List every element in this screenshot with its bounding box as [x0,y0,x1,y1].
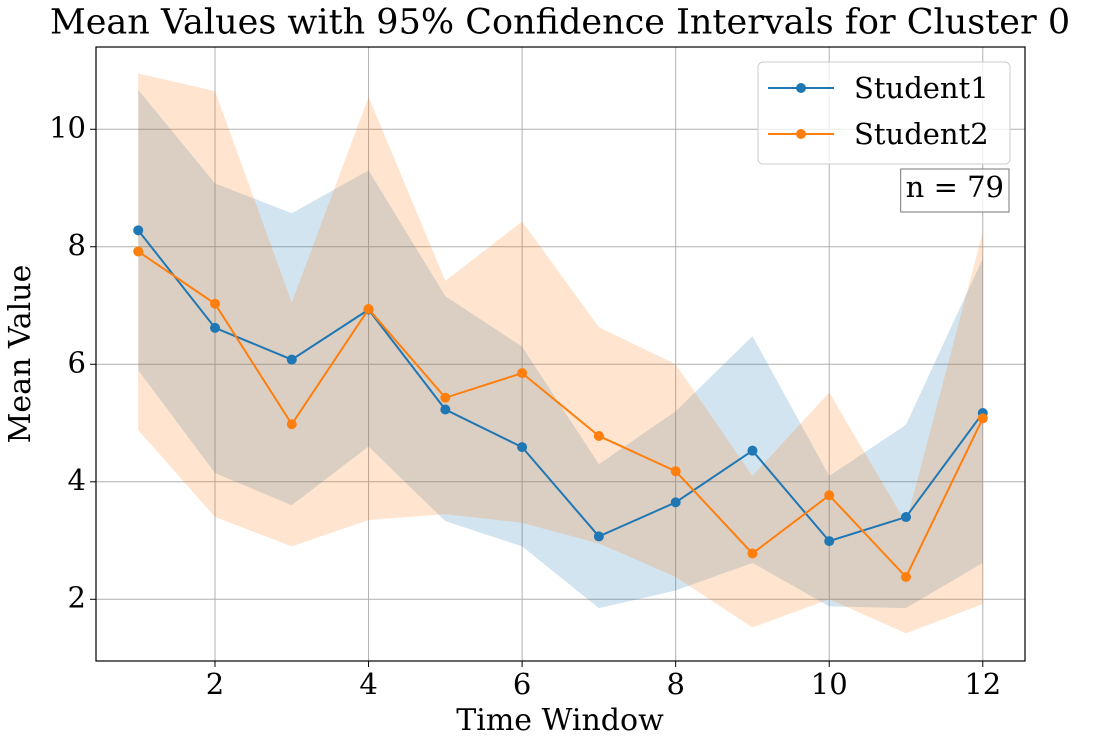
x-tick-label: 12 [964,667,1001,701]
plot-frame [95,46,1026,662]
data-point [133,225,144,236]
data-point [900,571,911,582]
data-point [747,445,758,456]
data-point [440,392,451,403]
data-point [440,404,451,415]
data-point [824,536,835,547]
data-point [670,466,681,477]
data-point [286,354,297,365]
data-point [593,531,604,542]
data-point [900,512,911,523]
y-tick-label: 6 [68,345,86,379]
data-point [747,548,758,559]
y-tick-label: 8 [68,228,86,262]
data-point [210,322,221,333]
y-axis-label: Mean Value [3,265,38,444]
data-point [210,298,221,309]
x-tick-label: 4 [359,667,377,701]
x-tick-label: 6 [513,667,531,701]
data-point [133,246,144,257]
data-point [363,304,374,315]
annotation-box [900,168,1010,213]
y-tick-label: 4 [68,463,86,497]
confidence-band [138,73,983,634]
legend-marker [796,129,806,139]
data-point [593,430,604,441]
confidence-band [138,89,983,609]
annotation: n = 79 [906,170,1004,204]
series-line [137,250,984,579]
data-point [286,419,297,430]
data-point [517,442,528,453]
data-point [670,497,681,508]
y-tick-label: 10 [49,110,86,144]
series-line [137,229,984,543]
data-point [517,368,528,379]
x-tick-label: 8 [666,667,684,701]
chart-title: Mean Values with 95% Confidence Interval… [50,3,1070,43]
x-tick-label: 2 [206,667,224,701]
data-point [977,413,988,424]
data-point [824,490,835,501]
x-axis-label: Time Window [456,703,664,738]
legend-label: Student2 [854,117,989,151]
x-tick-label: 10 [811,667,848,701]
legend-label: Student1 [854,71,989,105]
legend-marker [796,83,806,93]
y-tick-label: 2 [68,580,86,614]
